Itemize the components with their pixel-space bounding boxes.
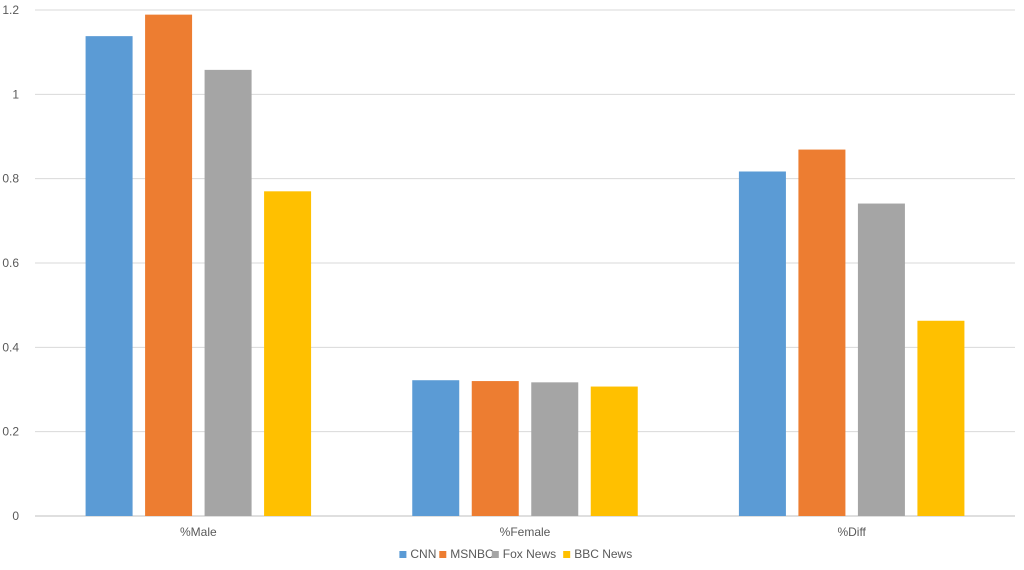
x-category-label: %Diff: [837, 525, 866, 539]
y-tick-label: 0.6: [2, 256, 19, 270]
legend-swatch-cnn: [399, 551, 407, 558]
bars: [85, 14, 965, 517]
bar-msnbc-male: [145, 14, 193, 516]
legend-label-bbc-news: BBC News: [574, 547, 632, 561]
y-axis-ticks: 0 0.2 0.4 0.6 0.8 1 1.2: [2, 3, 19, 523]
legend-swatch-msnbc: [439, 551, 447, 558]
legend-label-cnn: CNN: [410, 547, 436, 561]
bar-fox-news-male: [204, 69, 252, 517]
bar-cnn-diff: [738, 171, 786, 516]
gridlines: [35, 9, 1015, 517]
bar-bbc-news-female: [590, 386, 638, 516]
bar-msnbc-diff: [798, 149, 846, 517]
x-category-label: %Female: [500, 525, 551, 539]
legend: CNN MSNBC Fox News BBC News: [399, 547, 632, 561]
x-category-label: %Male: [180, 525, 217, 539]
bar-bbc-news-male: [264, 191, 312, 517]
y-tick-label: 0.8: [2, 172, 19, 186]
legend-swatch-fox-news: [491, 551, 499, 558]
bar-cnn-male: [85, 36, 133, 516]
bar-msnbc-female: [471, 381, 519, 516]
bar-fox-news-female: [531, 382, 579, 516]
legend-swatch-bbc-news: [563, 551, 571, 558]
bar-bbc-news-diff: [917, 320, 965, 516]
y-tick-label: 1: [12, 87, 19, 101]
y-tick-label: 0.4: [2, 340, 19, 354]
y-tick-label: 0: [12, 509, 19, 523]
bar-fox-news-diff: [857, 203, 905, 517]
legend-label-fox-news: Fox News: [503, 547, 556, 561]
y-tick-label: 1.2: [2, 3, 19, 17]
bar-cnn-female: [412, 380, 460, 516]
legend-label-msnbc: MSNBC: [450, 547, 494, 561]
x-axis: %Male %Female %Diff: [180, 525, 867, 539]
y-tick-label: 0.2: [2, 425, 19, 439]
